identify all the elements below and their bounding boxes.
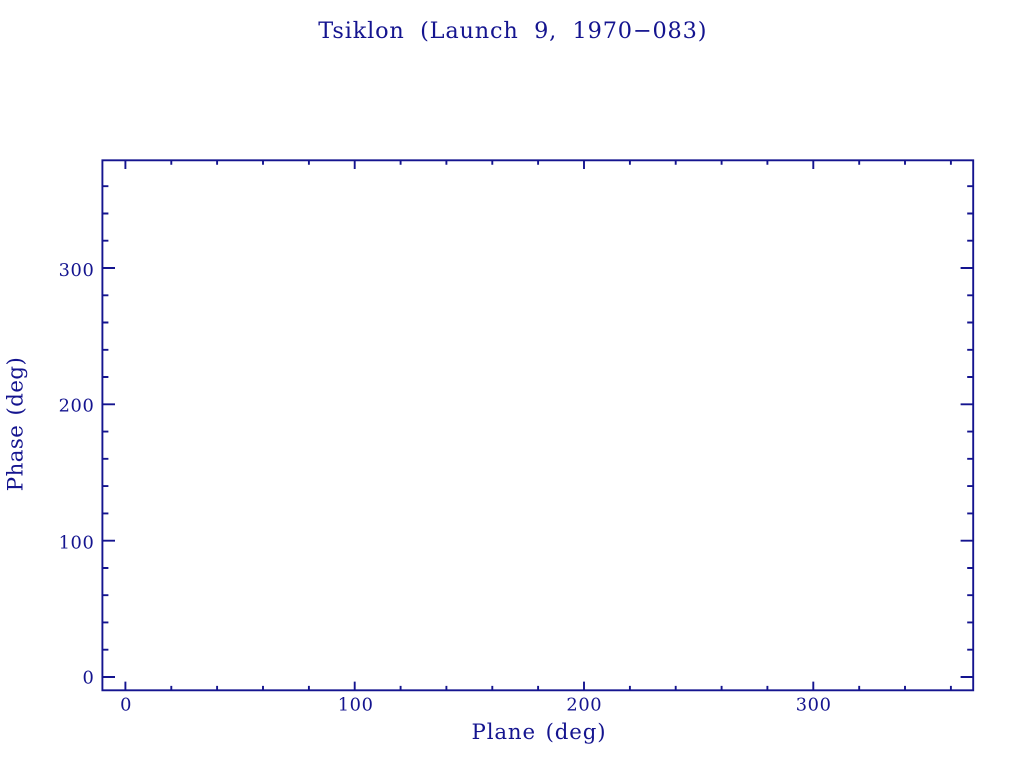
svg-text:300: 300 xyxy=(796,695,831,716)
svg-text:Plane (deg): Plane (deg) xyxy=(472,720,607,745)
svg-text:200: 200 xyxy=(566,695,601,716)
svg-text:200: 200 xyxy=(59,396,94,417)
svg-text:300: 300 xyxy=(59,260,94,281)
svg-text:100: 100 xyxy=(338,695,373,716)
svg-text:100: 100 xyxy=(59,532,94,553)
svg-text:0: 0 xyxy=(82,668,93,689)
svg-text:0: 0 xyxy=(120,695,131,716)
svg-text:Phase (deg): Phase (deg) xyxy=(3,356,28,491)
svg-text:Tsiklon (Launch 9, 1970−083): Tsiklon (Launch 9, 1970−083) xyxy=(318,18,707,44)
